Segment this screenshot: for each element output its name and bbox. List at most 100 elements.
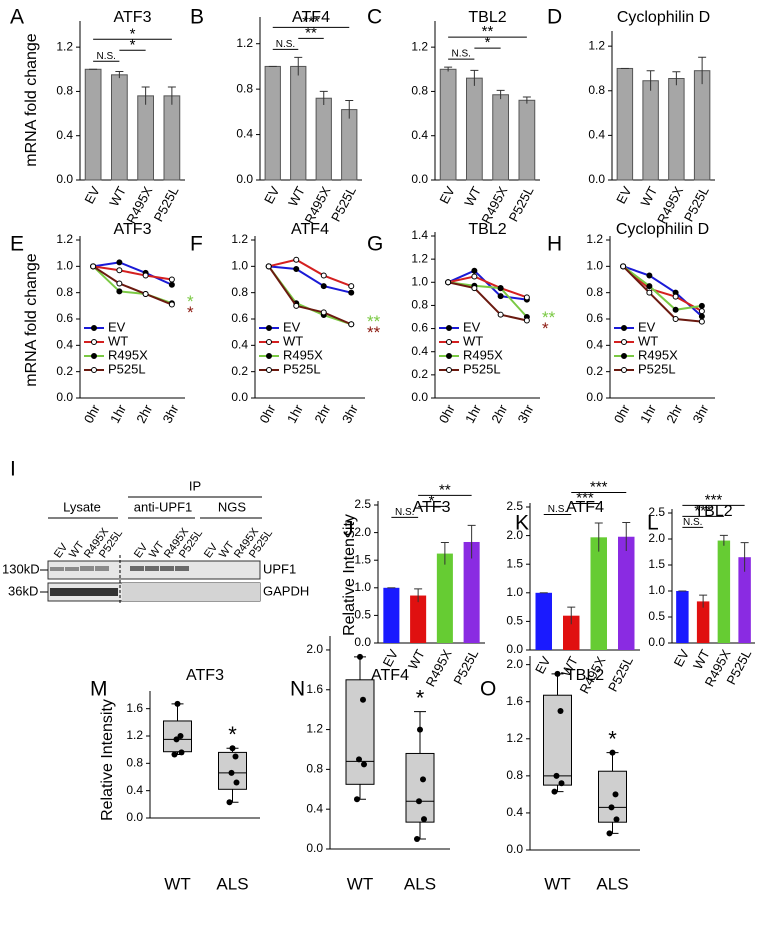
error-bar: [467, 524, 476, 559]
significance-label: N.S.: [97, 51, 116, 62]
significance-label: **: [305, 24, 317, 41]
bar: [518, 99, 536, 181]
y-tick-label: 1.2: [56, 39, 73, 53]
y-tick-label: 0.0: [306, 841, 323, 855]
point: [646, 289, 653, 296]
chart-title: ATF4: [291, 221, 329, 238]
point: [320, 309, 327, 316]
y-tick-label: 0.8: [56, 84, 73, 98]
y-tick-label: 0.8: [231, 285, 248, 299]
annotation: *: [416, 685, 425, 710]
point: [177, 733, 184, 739]
point: [620, 263, 627, 270]
y-tick-label: 0.4: [56, 338, 73, 352]
bar: [163, 95, 181, 181]
y-tick-label: 0.8: [126, 756, 143, 770]
bar: [290, 65, 307, 181]
error-bar: [345, 100, 354, 119]
x-tick-label: R495X: [302, 184, 334, 226]
x-tick-label: R495X: [478, 184, 510, 226]
y-tick-label: 0.0: [56, 390, 73, 404]
panel-letter: F: [190, 233, 203, 256]
y-tick-label: 1.0: [586, 259, 603, 273]
bar: [439, 68, 457, 181]
box: [405, 752, 435, 823]
series-line: [267, 265, 352, 326]
panel-letter: I: [10, 458, 16, 481]
point: [142, 290, 149, 297]
y-tick-label: 0.2: [56, 364, 73, 378]
legend-marker: [446, 339, 452, 345]
y-tick-label: 0.8: [506, 768, 523, 782]
point: [116, 267, 123, 274]
bar: [693, 70, 711, 181]
x-tick-label: WT: [164, 874, 190, 893]
chart-title: ATF3: [186, 667, 224, 684]
y-tick-label: 0.4: [586, 338, 603, 352]
point: [173, 736, 180, 743]
y-tick-label: 2.0: [648, 531, 665, 545]
group-label: NGS: [218, 499, 247, 514]
x-tick-label: R495X: [654, 184, 686, 226]
legend-marker: [446, 353, 452, 359]
point: [265, 263, 272, 270]
y-tick-label: 1.2: [56, 232, 73, 246]
panel-letter: K: [515, 512, 529, 535]
whisker: [354, 656, 366, 800]
annotation: *: [187, 303, 194, 322]
panel-letter: C: [367, 6, 382, 29]
x-tick-label: P525L: [450, 647, 481, 687]
x-tick-label: EV: [532, 654, 554, 677]
bar: [535, 592, 552, 650]
point: [171, 751, 178, 758]
point: [354, 796, 360, 803]
legend-marker: [266, 325, 272, 331]
bar: [315, 97, 332, 181]
x-tick-label: EV: [671, 647, 693, 670]
annotation: *: [542, 319, 549, 338]
x-tick-label: P525L: [681, 184, 712, 224]
legend-label: R495X: [638, 347, 678, 362]
legend-marker: [266, 353, 272, 359]
series-line: [447, 275, 528, 299]
point: [646, 272, 653, 279]
chart-title: TBL2: [468, 221, 506, 238]
bar: [436, 553, 453, 643]
x-tick-label: WT: [106, 184, 129, 209]
legend-label: P525L: [638, 361, 676, 376]
chart-title: Cyclophilin D: [617, 9, 710, 26]
x-tick-label: 0hr: [81, 401, 103, 425]
legend-marker: [91, 367, 97, 373]
legend-label: P525L: [283, 361, 321, 376]
error-bar: [698, 56, 707, 85]
y-tick-label: 1.2: [231, 232, 248, 246]
point: [606, 830, 613, 837]
chart-title: ATF3: [114, 9, 152, 26]
series-line: [447, 269, 528, 301]
bar: [463, 541, 480, 643]
point: [226, 799, 233, 806]
point: [348, 289, 355, 296]
significance-label: ***: [694, 502, 712, 519]
panel-letter: N: [290, 678, 305, 701]
y-tick-label: 1.0: [56, 259, 73, 273]
bar: [137, 95, 154, 181]
point: [698, 302, 705, 309]
point: [320, 272, 327, 279]
y-tick-label: 0.4: [126, 783, 143, 797]
error-bar: [444, 66, 453, 72]
y-tick-label: 0.0: [411, 390, 428, 404]
annotation: *: [608, 726, 617, 751]
point: [672, 316, 679, 322]
y-tick-label: 2.5: [648, 505, 665, 519]
series-line: [92, 265, 173, 281]
point: [116, 259, 123, 266]
y-tick-label: 1.2: [306, 722, 323, 736]
y-tick-label: 1.2: [588, 38, 605, 52]
significance-label: *: [485, 34, 491, 51]
y-tick-label: 1.6: [126, 701, 143, 715]
chart-title: TBL2: [468, 9, 506, 26]
series-line: [622, 265, 703, 311]
x-tick-label: ALS: [216, 874, 248, 893]
point: [293, 302, 300, 309]
